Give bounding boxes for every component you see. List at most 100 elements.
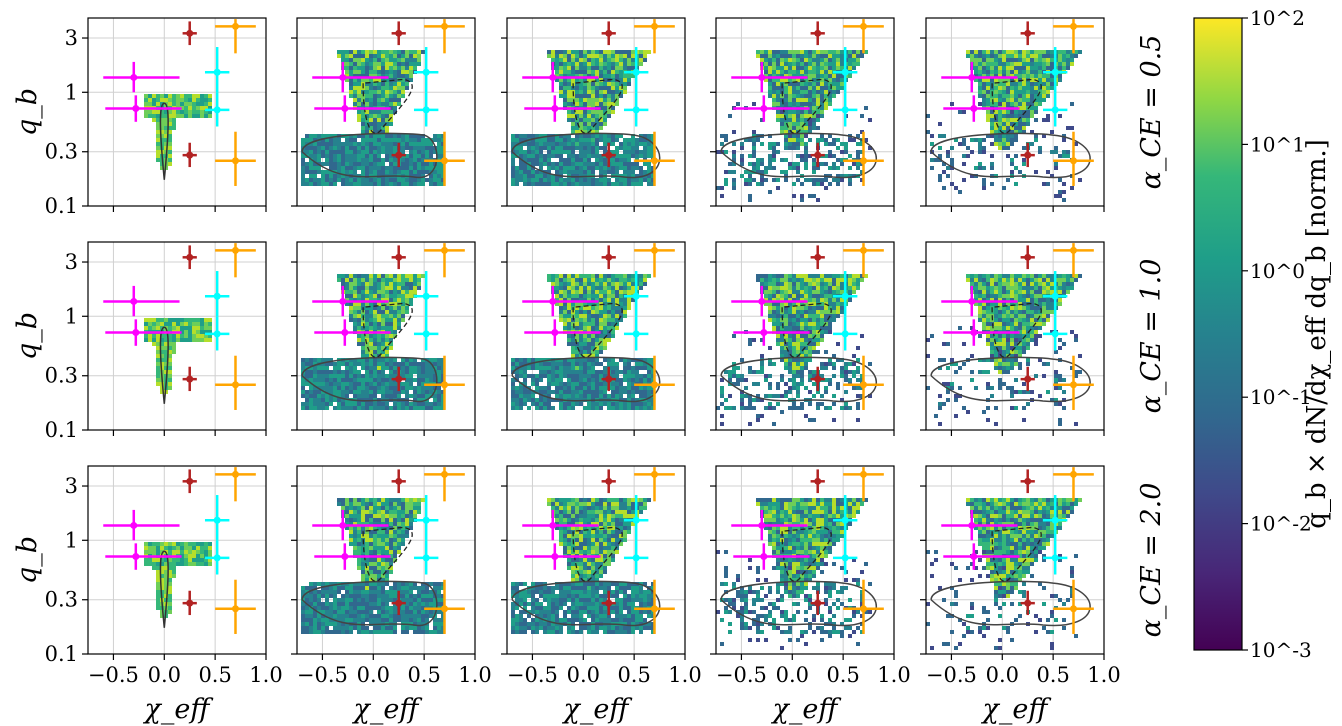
heatmap-cell xyxy=(148,98,152,102)
heatmap-cell xyxy=(990,122,994,126)
heatmap-cell xyxy=(381,354,385,358)
heatmap-cell xyxy=(1034,94,1038,98)
heatmap-cell xyxy=(373,166,377,170)
error-point xyxy=(132,329,140,337)
heatmap-cell xyxy=(1018,118,1022,122)
heatmap-cell xyxy=(373,78,377,82)
heatmap-cell xyxy=(623,398,627,402)
heatmap-cell xyxy=(527,158,531,162)
heatmap-cell xyxy=(433,366,437,370)
heatmap-cell xyxy=(575,338,579,342)
heatmap-cell xyxy=(768,274,772,278)
heatmap-cell xyxy=(595,318,599,322)
heatmap-cell xyxy=(531,170,535,174)
heatmap-cell xyxy=(180,106,184,110)
heatmap-cell xyxy=(559,86,563,90)
heatmap-cell xyxy=(651,178,655,182)
heatmap-cell xyxy=(579,90,583,94)
heatmap-cell xyxy=(595,306,599,310)
heatmap-cell xyxy=(515,358,519,362)
heatmap-cell xyxy=(349,138,353,142)
heatmap-cell xyxy=(563,158,567,162)
heatmap-cell xyxy=(168,158,172,162)
heatmap-cell xyxy=(429,166,433,170)
heatmap-cell xyxy=(353,382,357,386)
heatmap-cell xyxy=(1026,54,1030,58)
heatmap-cell xyxy=(531,402,535,406)
heatmap-cell xyxy=(531,142,535,146)
heatmap-cell xyxy=(365,374,369,378)
heatmap-cell xyxy=(603,330,607,334)
heatmap-cell xyxy=(631,182,635,186)
heatmap-cell xyxy=(575,306,579,310)
heatmap-cell xyxy=(369,82,373,86)
heatmap-cell xyxy=(156,334,160,338)
heatmap-cell xyxy=(1026,94,1030,98)
heatmap-cell xyxy=(313,142,317,146)
heatmap-cell xyxy=(752,102,756,106)
heatmap-cell xyxy=(579,326,583,330)
heatmap-cell xyxy=(555,378,559,382)
heatmap-cell xyxy=(539,154,543,158)
heatmap-cell xyxy=(575,298,579,302)
heatmap-cell xyxy=(168,118,172,122)
heatmap-cell xyxy=(627,306,631,310)
heatmap-cell xyxy=(417,286,421,290)
heatmap-cell xyxy=(531,154,535,158)
heatmap-cell xyxy=(1002,114,1006,118)
heatmap-cell xyxy=(160,130,164,134)
heatmap-cell xyxy=(607,318,611,322)
heatmap-cell xyxy=(595,310,599,314)
heatmap-cell xyxy=(373,286,377,290)
heatmap-cell xyxy=(321,178,325,182)
heatmap-cell xyxy=(409,134,413,138)
heatmap-cell xyxy=(824,86,828,90)
heatmap-cell xyxy=(393,162,397,166)
heatmap-cell xyxy=(978,70,982,74)
heatmap-cell xyxy=(567,282,571,286)
heatmap-cell xyxy=(1022,70,1026,74)
heatmap-cell xyxy=(345,406,349,410)
heatmap-cell xyxy=(776,54,780,58)
heatmap-cell xyxy=(184,318,188,322)
heatmap-cell xyxy=(341,54,345,58)
heatmap-cell xyxy=(365,306,369,310)
heatmap-cell xyxy=(986,110,990,114)
heatmap-cell xyxy=(437,170,441,174)
heatmap-cell xyxy=(575,166,579,170)
heatmap-cell xyxy=(377,166,381,170)
heatmap-cell xyxy=(148,102,152,106)
heatmap-cell xyxy=(401,162,405,166)
heatmap-cell xyxy=(792,182,796,186)
heatmap-cell xyxy=(559,402,563,406)
heatmap-cell xyxy=(333,146,337,150)
heatmap-cell xyxy=(784,102,788,106)
heatmap-cell xyxy=(551,178,555,182)
heatmap-cell xyxy=(345,54,349,58)
heatmap-cell xyxy=(349,370,353,374)
heatmap-cell xyxy=(389,154,393,158)
heatmap-cell xyxy=(168,130,172,134)
heatmap-cell xyxy=(611,366,615,370)
heatmap-cell xyxy=(982,182,986,186)
heatmap-cell xyxy=(341,174,345,178)
heatmap-cell xyxy=(389,362,393,366)
heatmap-cell xyxy=(1042,82,1046,86)
heatmap-cell xyxy=(1026,62,1030,66)
heatmap-cell xyxy=(365,310,369,314)
heatmap-cell xyxy=(357,166,361,170)
heatmap-cell xyxy=(385,58,389,62)
heatmap-cell xyxy=(844,142,848,146)
heatmap-cell xyxy=(164,130,168,134)
heatmap-cell xyxy=(571,302,575,306)
heatmap-cell xyxy=(401,382,405,386)
heatmap-cell xyxy=(369,118,373,122)
heatmap-cell xyxy=(361,362,365,366)
heatmap-cell xyxy=(732,142,736,146)
heatmap-cell xyxy=(377,362,381,366)
heatmap-cell xyxy=(643,374,647,378)
heatmap-cell xyxy=(796,138,800,142)
heatmap-cell xyxy=(329,174,333,178)
heatmap-cell xyxy=(333,406,337,410)
heatmap-cell xyxy=(812,94,816,98)
